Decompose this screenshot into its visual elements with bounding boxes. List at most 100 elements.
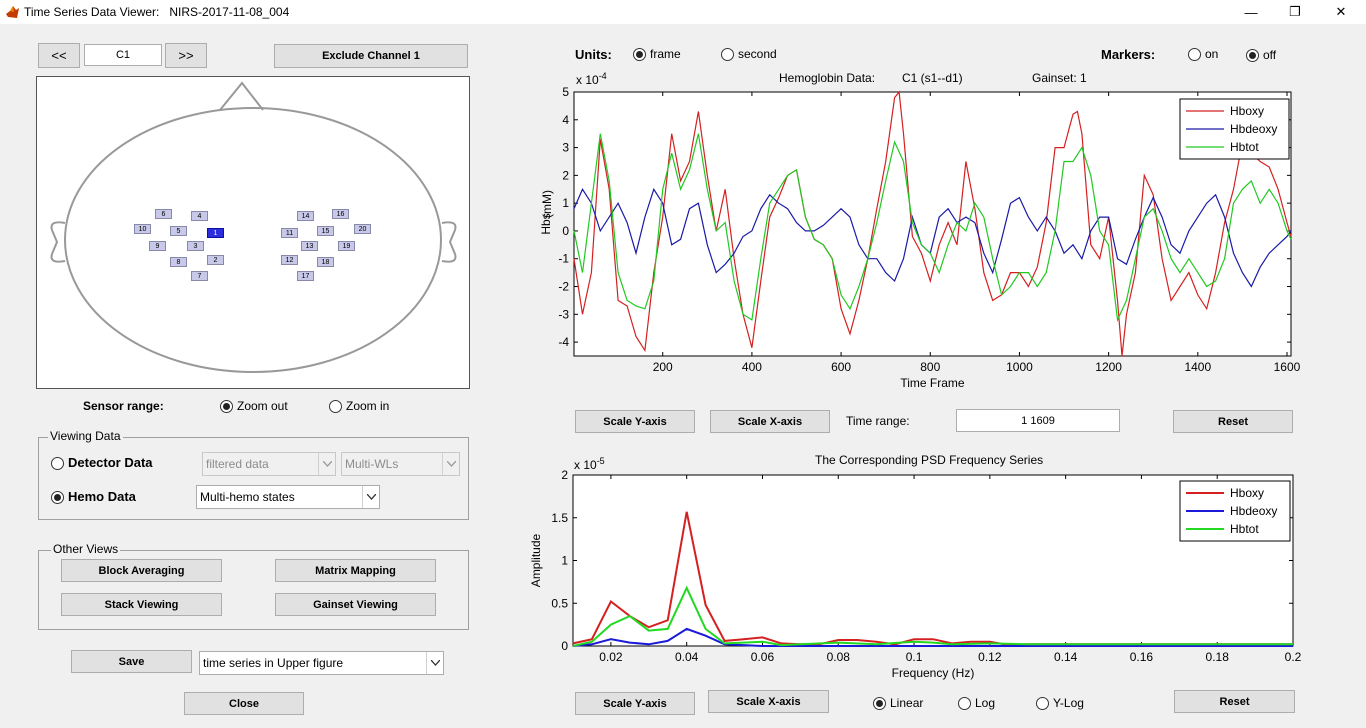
channel-field[interactable]: C1 [84,44,162,66]
units-second-label: second [738,47,777,61]
x-tick-label: 800 [920,360,940,374]
sensor-range-label: Sensor range: [83,399,164,413]
hemo-state-value: Multi-hemo states [200,490,295,504]
probe-7[interactable]: 7 [191,271,208,281]
probe-map: 6 4 10 5 1 9 3 8 2 7 14 16 11 15 20 13 1… [36,76,470,389]
bottom-exponent-base: x 10 [574,458,597,472]
x-tick-label: 0.16 [1130,650,1154,664]
probe-18[interactable]: 18 [317,257,334,267]
units-frame-label: frame [650,47,681,61]
probe-19[interactable]: 19 [338,241,355,251]
linear-scale-radio[interactable] [873,697,886,710]
y-tick-label: -2 [558,280,569,294]
exclude-channel-button[interactable]: Exclude Channel 1 [274,44,468,68]
probe-20[interactable]: 20 [354,224,371,234]
scale-x-axis-button-bottom[interactable]: Scale X-axis [708,690,829,713]
x-tick-label: 0.06 [751,650,775,664]
probe-10[interactable]: 10 [134,224,151,234]
minimize-button[interactable]: — [1244,4,1258,20]
probe-1-selected[interactable]: 1 [207,228,224,238]
legend-label-hbtot: Hbtot [1230,522,1259,536]
next-channel-button[interactable]: >> [165,43,207,68]
probe-12[interactable]: 12 [281,255,298,265]
y-tick-label: -1 [558,252,569,266]
top-exponent: x 10-4 [576,71,607,87]
markers-off-radio[interactable] [1246,49,1259,62]
x-tick-label: 200 [653,360,673,374]
restore-button[interactable]: ❐ [1289,4,1301,19]
probe-5[interactable]: 5 [170,226,187,236]
scale-x-axis-button-top[interactable]: Scale X-axis [710,410,830,433]
series-line-hbtot [573,133,1292,323]
prev-channel-button[interactable]: << [38,43,80,68]
y-tick-label: -3 [558,307,569,321]
reset-button-bottom[interactable]: Reset [1174,690,1295,713]
x-axis-label: Frequency (Hz) [892,666,975,680]
close-window-button[interactable]: ✕ [1335,4,1347,19]
probe-6[interactable]: 6 [155,209,172,219]
viewing-data-title: Viewing Data [48,429,123,443]
units-second-radio[interactable] [721,48,734,61]
stack-viewing-button[interactable]: Stack Viewing [61,593,222,616]
viewing-data-panel [38,437,469,520]
close-button[interactable]: Close [184,692,304,715]
zoom-in-radio[interactable] [329,400,342,413]
scale-y-axis-button-bottom[interactable]: Scale Y-axis [575,692,695,715]
wavelength-select[interactable]: Multi-WLs [341,452,460,476]
markers-off-label: off [1263,48,1277,62]
y-tick-label: 1.5 [551,511,568,525]
block-averaging-button[interactable]: Block Averaging [61,559,222,582]
markers-on-radio[interactable] [1188,48,1201,61]
log-scale-radio[interactable] [958,697,971,710]
zoom-out-label: Zoom out [237,399,288,413]
other-views-panel [38,550,469,630]
psd-title: The Corresponding PSD Frequency Series [815,453,1044,467]
probe-15[interactable]: 15 [317,226,334,236]
probe-14[interactable]: 14 [297,211,314,221]
plot-area [572,474,1294,647]
y-tick-label: 0 [561,639,568,653]
probe-8[interactable]: 8 [170,257,187,267]
title-bar [0,0,1366,24]
ylog-scale-label: Y-Log [1053,696,1084,710]
hemo-state-select[interactable]: Multi-hemo states [196,485,380,509]
window-title: Time Series Data Viewer: NIRS-2017-11-08… [24,5,290,19]
zoom-in-label: Zoom in [346,399,390,413]
y-tick-label: 1 [561,554,568,568]
probe-13[interactable]: 13 [301,241,318,251]
x-tick-label: 1200 [1095,360,1122,374]
units-frame-radio[interactable] [633,48,646,61]
x-tick-label: 0.02 [599,650,623,664]
y-axis-unit-label: (mM) [540,190,554,218]
y-tick-label: 4 [562,113,569,127]
reset-button-top[interactable]: Reset [1173,410,1293,433]
save-target-select[interactable]: time series in Upper figure [199,651,444,675]
matlab-icon [6,6,19,18]
x-tick-label: 1000 [1006,360,1033,374]
probe-17[interactable]: 17 [297,271,314,281]
hemo-data-radio[interactable] [51,491,64,504]
series-line-hbdeoxy [572,627,1293,647]
probe-3[interactable]: 3 [187,241,204,251]
probe-16[interactable]: 16 [332,209,349,219]
series-line-hboxy [573,90,1292,357]
zoom-out-radio[interactable] [220,400,233,413]
detector-data-radio[interactable] [51,457,64,470]
chevron-down-icon [442,453,459,475]
ylog-scale-radio[interactable] [1036,697,1049,710]
matrix-mapping-button[interactable]: Matrix Mapping [275,559,436,582]
series-line-hbtot [572,585,1293,647]
time-range-input[interactable]: 1 1609 [956,409,1120,432]
probe-11[interactable]: 11 [281,228,298,238]
top-exponent-power: -4 [598,71,607,81]
y-tick-label: -4 [558,335,569,349]
gainset-viewing-button[interactable]: Gainset Viewing [275,593,436,616]
probe-4[interactable]: 4 [191,211,208,221]
probe-2[interactable]: 2 [207,255,224,265]
filter-type-select[interactable]: filtered data [202,452,336,476]
scale-y-axis-button-top[interactable]: Scale Y-axis [575,410,695,433]
x-tick-label: 0.04 [675,650,699,664]
save-button[interactable]: Save [71,650,192,673]
markers-label: Markers: [1101,47,1156,62]
probe-9[interactable]: 9 [149,241,166,251]
